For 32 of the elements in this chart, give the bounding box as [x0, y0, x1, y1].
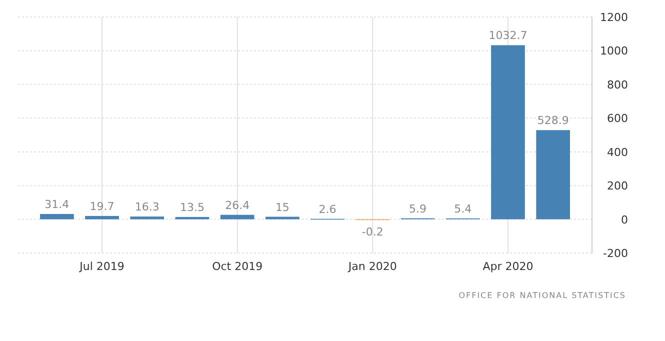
- data-label: 5.9: [409, 202, 427, 216]
- bar: [40, 214, 74, 220]
- data-label: 528.9: [537, 114, 569, 128]
- y-tick-label: -200: [603, 247, 628, 260]
- data-label: 13.5: [180, 201, 204, 214]
- x-tick-label: Jan 2020: [347, 260, 397, 273]
- data-label: 16.3: [134, 200, 160, 214]
- bar: [220, 214, 254, 220]
- x-tick-label: Apr 2020: [482, 260, 534, 273]
- bar: [491, 45, 525, 220]
- y-tick-label: 1000: [600, 44, 628, 58]
- y-tick-label: 0: [621, 213, 628, 226]
- bar: [85, 216, 119, 220]
- data-label: 26.4: [225, 198, 250, 212]
- data-label: 2.6: [318, 202, 336, 216]
- y-tick-label: 200: [607, 180, 628, 193]
- y-tick-label: 400: [607, 146, 628, 159]
- bar: [130, 216, 164, 220]
- bar: [266, 216, 300, 220]
- y-tick-label: 1200: [600, 11, 628, 24]
- bar: [536, 130, 570, 220]
- data-label: 5.4: [454, 202, 472, 216]
- data-label: -0.2: [362, 225, 384, 238]
- x-tick-label: Jul 2019: [78, 260, 124, 273]
- data-label: 31.4: [44, 198, 70, 211]
- data-label: 19.7: [90, 200, 114, 213]
- y-tick-label: 600: [607, 112, 628, 126]
- data-label: 15: [275, 200, 290, 214]
- data-label: 1032.7: [488, 29, 528, 42]
- x-tick-label: Oct 2019: [212, 260, 263, 273]
- text: OFFICE FOR NATIONAL STATISTICS: [458, 291, 626, 300]
- y-tick-label: 800: [607, 78, 628, 92]
